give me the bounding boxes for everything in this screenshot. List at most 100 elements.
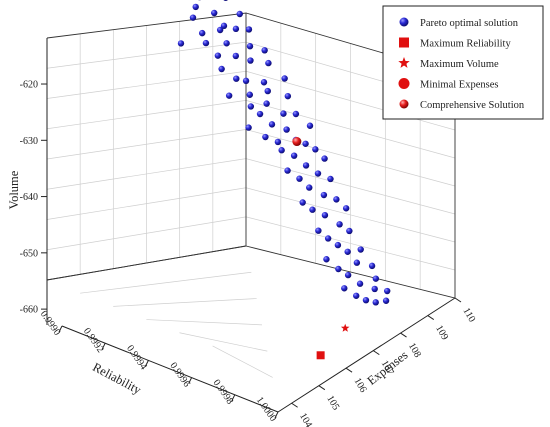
- pareto-point: [284, 92, 292, 100]
- grid-line: [80, 271, 252, 294]
- pareto-point: [321, 155, 328, 162]
- expenses-tick-mark: [345, 367, 353, 373]
- legend-marker: [399, 37, 409, 48]
- pareto-point: [302, 140, 309, 147]
- grid-line: [146, 319, 263, 326]
- reliability-axis-line: [61, 325, 279, 413]
- pareto-point: [274, 138, 282, 146]
- pareto-point: [306, 122, 314, 129]
- volume-tick-label: -640: [20, 192, 38, 203]
- pareto-point: [344, 248, 351, 255]
- pareto-point: [245, 26, 253, 33]
- reliability-tick-mark: [58, 325, 63, 333]
- pareto-point: [371, 285, 378, 293]
- pareto-point: [262, 133, 269, 141]
- reliability-tick-label: 0.9994: [124, 343, 149, 372]
- pareto-point: [198, 29, 206, 37]
- legend-marker: [399, 17, 409, 27]
- pareto-point: [344, 271, 352, 279]
- pareto-point: [263, 100, 270, 107]
- reliability-tick-label: 0.9992: [81, 326, 106, 355]
- pareto-point: [372, 275, 380, 282]
- pareto-point: [192, 3, 199, 11]
- max-reliability-point: [316, 351, 325, 360]
- pareto-point: [296, 175, 303, 182]
- axis-lines: [46, 38, 456, 413]
- pareto-point: [281, 75, 288, 82]
- pareto-point: [290, 152, 298, 159]
- pareto-point: [233, 75, 240, 82]
- pareto-point: [320, 191, 328, 199]
- pareto-point: [314, 170, 322, 177]
- pareto-point: [353, 292, 360, 299]
- pareto-point: [216, 26, 224, 34]
- legend-box: [382, 5, 544, 120]
- pareto-point: [223, 40, 230, 47]
- legend-marker: [398, 57, 410, 68]
- pareto-point: [260, 79, 268, 86]
- reliability-tick-label: 0.9996: [167, 360, 192, 389]
- pareto-point: [232, 52, 240, 60]
- expenses-tick-label: 105: [324, 394, 341, 412]
- pareto-point: [284, 167, 291, 174]
- pareto-point: [334, 241, 342, 249]
- legend: Pareto optimal solution Maximum Reliabili…: [382, 5, 544, 120]
- pareto-point: [220, 22, 228, 30]
- legend-label: Comprehensive Solution: [420, 100, 525, 111]
- pareto-point: [384, 287, 391, 295]
- pareto-point: [246, 91, 254, 98]
- axis-ticks: -620 -630 -640 -650 -660 0.9990 0.9992 0.9994 0.…: [20, 80, 478, 427]
- volume-axis-title: Volume: [7, 170, 21, 209]
- pareto-point: [246, 43, 254, 50]
- pareto-point: [309, 206, 316, 213]
- expenses-tick-mark: [400, 332, 407, 338]
- pareto-point: [362, 296, 370, 304]
- expenses-axis-line: [277, 297, 456, 413]
- grid-line: [113, 298, 257, 307]
- volume-tick-label: -650: [20, 248, 38, 259]
- volume-tick-label: -620: [20, 80, 38, 91]
- volume-tick-label: -660: [20, 305, 38, 316]
- pareto-point: [268, 121, 276, 128]
- pareto-point: [214, 52, 222, 59]
- pareto-point: [382, 297, 390, 304]
- reliability-tick-mark: [144, 360, 149, 367]
- expenses-tick-mark: [291, 402, 298, 408]
- legend-label: Pareto optimal solution: [420, 18, 519, 29]
- pareto-point: [280, 110, 287, 117]
- pareto-point: [312, 146, 319, 153]
- pareto-point: [242, 77, 250, 85]
- legend-label: Maximum Reliability: [420, 39, 511, 50]
- expenses-tick-mark: [318, 385, 326, 391]
- pareto-point: [177, 40, 185, 47]
- pareto-point: [218, 65, 225, 73]
- reliability-tick-mark: [274, 411, 279, 419]
- expenses-tick-label: 109: [433, 324, 450, 342]
- pareto-point: [321, 211, 329, 219]
- expenses-axis-title: Expenses: [365, 348, 411, 388]
- pareto-point: [315, 227, 322, 234]
- pareto-point: [302, 162, 310, 169]
- max-volume-point: [340, 323, 350, 332]
- pareto-point: [245, 124, 252, 131]
- pareto-point: [306, 184, 313, 191]
- pareto-point: [336, 221, 343, 228]
- reliability-tick-label: 0.9990: [38, 309, 63, 338]
- comprehensive-point: [292, 137, 302, 147]
- pareto-point: [341, 285, 348, 292]
- pareto-point: [247, 57, 254, 64]
- legend-marker: [398, 78, 410, 89]
- reliability-tick-mark: [101, 342, 106, 350]
- reliability-tick-label: 0.9998: [211, 378, 236, 407]
- pareto-point: [256, 110, 264, 118]
- reliability-tick-mark: [188, 377, 193, 384]
- expenses-tick-label: 104: [297, 411, 314, 427]
- pareto-point: [189, 14, 197, 21]
- pareto-point: [283, 126, 290, 133]
- legend-marker: [399, 99, 409, 109]
- expenses-tick-mark: [373, 350, 380, 356]
- expenses-tick-mark: [454, 297, 462, 303]
- pareto-point: [264, 87, 271, 95]
